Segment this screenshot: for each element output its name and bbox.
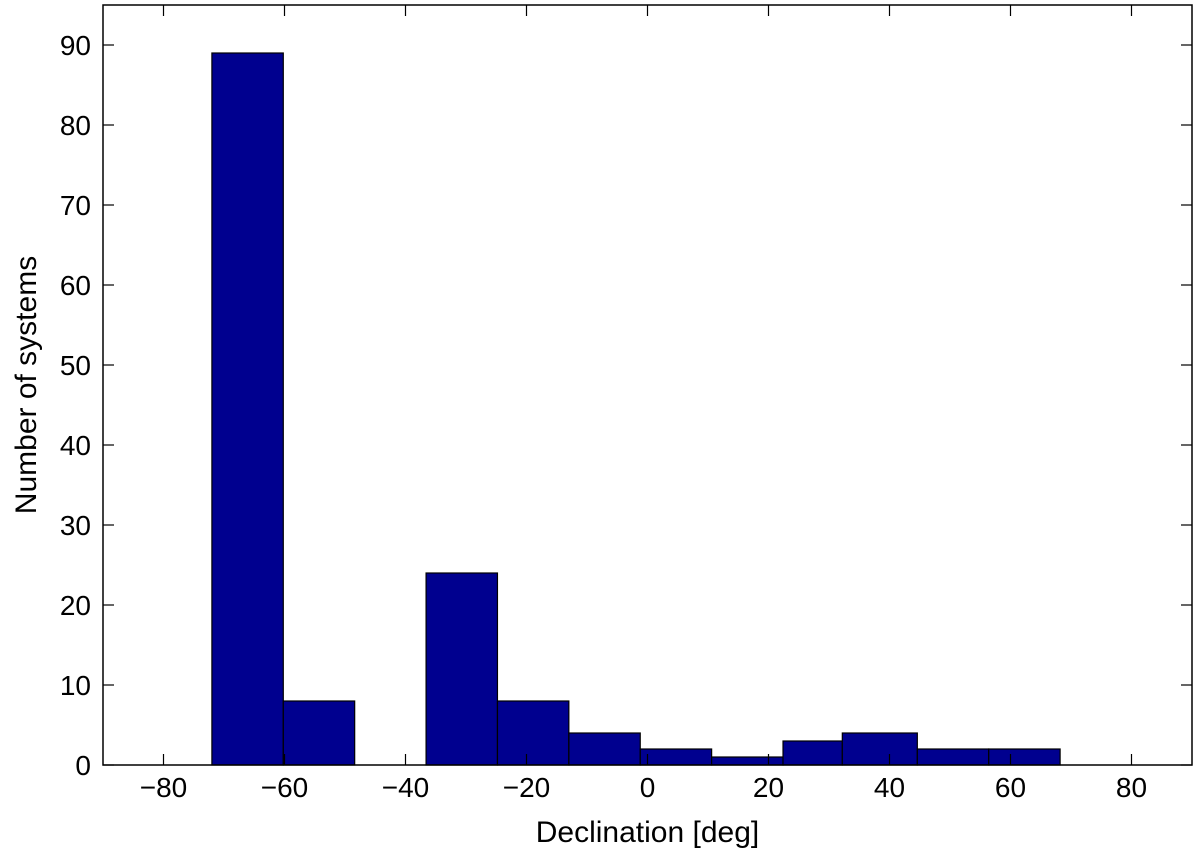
y-tick-label-1: 10 (60, 670, 91, 701)
x-tick-label-3: −20 (503, 772, 551, 803)
bars-group (211, 52, 1061, 766)
y-tick-label-2: 20 (60, 590, 91, 621)
y-tick-label-6: 60 (60, 270, 91, 301)
x-tick-label-6: 40 (874, 772, 905, 803)
tick-labels-group: −80 −60 −40 −20 0 20 40 60 80 0 10 20 30 40 50 60 70 80 90 (60, 30, 1147, 803)
x-tick-label-5: 20 (753, 772, 784, 803)
x-tick-label-4: 0 (640, 772, 656, 803)
histogram-bar-3 (425, 572, 499, 766)
y-tick-label-8: 80 (60, 110, 91, 141)
histogram-bar-1 (282, 700, 356, 766)
histogram-bar-6 (639, 748, 713, 766)
y-tick-label-0: 0 (75, 750, 91, 781)
y-tick-label-7: 70 (60, 190, 91, 221)
x-axis-label: Declination [deg] (536, 816, 759, 849)
y-tick-label-5: 50 (60, 350, 91, 381)
x-tick-label-7: 60 (995, 772, 1026, 803)
y-tick-label-4: 40 (60, 430, 91, 461)
y-tick-label-9: 90 (60, 30, 91, 61)
y-tick-label-3: 30 (60, 510, 91, 541)
x-tick-label-2: −40 (382, 772, 430, 803)
histogram-bar-0 (211, 52, 284, 766)
histogram-bar-8 (782, 740, 843, 766)
y-axis-label: Number of systems (10, 256, 43, 514)
histogram-bar-9 (841, 732, 918, 766)
x-tick-label-1: −60 (261, 772, 309, 803)
x-tick-label-0: −80 (140, 772, 188, 803)
x-tick-label-8: 80 (1116, 772, 1147, 803)
plot-frame (102, 4, 1193, 766)
histogram-bar-4 (496, 700, 570, 766)
histogram-bar-5 (568, 732, 641, 766)
histogram-bar-10 (916, 748, 990, 766)
histogram-bar-11 (988, 748, 1061, 766)
histogram-bar-7 (711, 756, 784, 766)
ticks-group (103, 5, 1192, 766)
